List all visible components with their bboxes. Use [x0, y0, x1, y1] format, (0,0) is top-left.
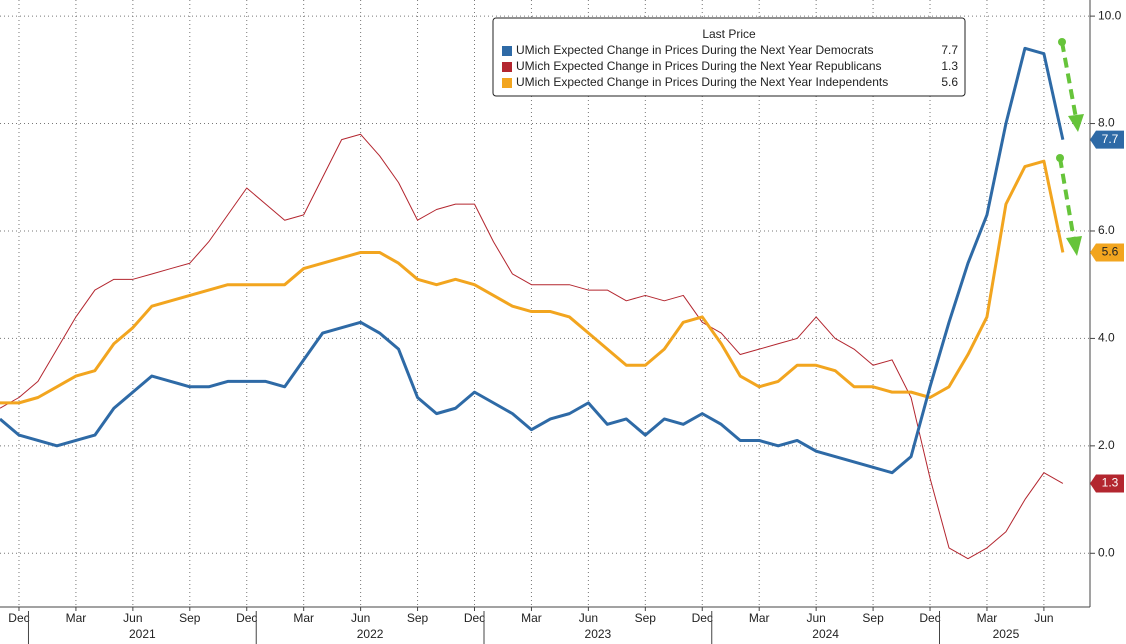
x-tick-label: Dec — [919, 611, 940, 625]
y-tick-label: 4.0 — [1098, 331, 1115, 345]
year-label: 2022 — [357, 627, 384, 641]
value-tag-label: 5.6 — [1102, 245, 1119, 259]
x-tick-label: Jun — [579, 611, 598, 625]
y-tick-label: 10.0 — [1098, 8, 1122, 22]
x-tick-label: Mar — [977, 611, 998, 625]
year-label: 2025 — [993, 627, 1020, 641]
year-label: 2023 — [585, 627, 612, 641]
x-tick-label: Dec — [692, 611, 713, 625]
legend-label: UMich Expected Change in Prices During t… — [516, 59, 882, 73]
x-tick-label: Mar — [293, 611, 314, 625]
y-tick-label: 6.0 — [1098, 223, 1115, 237]
x-tick-label: Mar — [521, 611, 542, 625]
legend-label: UMich Expected Change in Prices During t… — [516, 43, 874, 57]
x-tick-label: Sep — [179, 611, 201, 625]
legend-title: Last Price — [702, 27, 756, 41]
x-tick-label: Dec — [464, 611, 485, 625]
y-tick-label: 0.0 — [1098, 545, 1115, 559]
series-line — [0, 133, 1064, 560]
x-tick-label: Sep — [635, 611, 657, 625]
value-tag — [1090, 474, 1124, 493]
year-label: 2024 — [812, 627, 839, 641]
value-tag — [1090, 243, 1124, 262]
value-tag-label: 1.3 — [1102, 476, 1119, 490]
legend-swatch — [502, 62, 512, 72]
x-tick-label: Jun — [351, 611, 370, 625]
legend-swatch — [502, 46, 512, 56]
x-tick-label: Mar — [66, 611, 87, 625]
series-line — [0, 159, 1065, 405]
y-tick-label: 8.0 — [1098, 116, 1115, 130]
legend: Last Price UMich Expected Change in Pric… — [492, 17, 966, 97]
legend-swatch — [502, 78, 512, 88]
y-tick-label: 2.0 — [1098, 438, 1115, 452]
x-tick-label: Jun — [1034, 611, 1053, 625]
legend-value: 5.6 — [941, 75, 958, 89]
value-tag — [1090, 130, 1124, 149]
x-tick-label: Sep — [862, 611, 884, 625]
value-tag-label: 7.7 — [1102, 132, 1119, 146]
legend-value: 7.7 — [941, 43, 958, 57]
x-tick-label: Jun — [806, 611, 825, 625]
x-tick-label: Dec — [8, 611, 29, 625]
x-tick-label: Mar — [749, 611, 770, 625]
series-line — [0, 46, 1065, 475]
x-tick-label: Jun — [123, 611, 142, 625]
legend-value: 1.3 — [941, 59, 958, 73]
x-tick-label: Sep — [407, 611, 429, 625]
x-tick-label: Dec — [236, 611, 257, 625]
annotation-arrows — [1056, 38, 1084, 256]
legend-box — [492, 17, 966, 97]
legend-label: UMich Expected Change in Prices During t… — [516, 75, 888, 89]
year-label: 2021 — [129, 627, 156, 641]
